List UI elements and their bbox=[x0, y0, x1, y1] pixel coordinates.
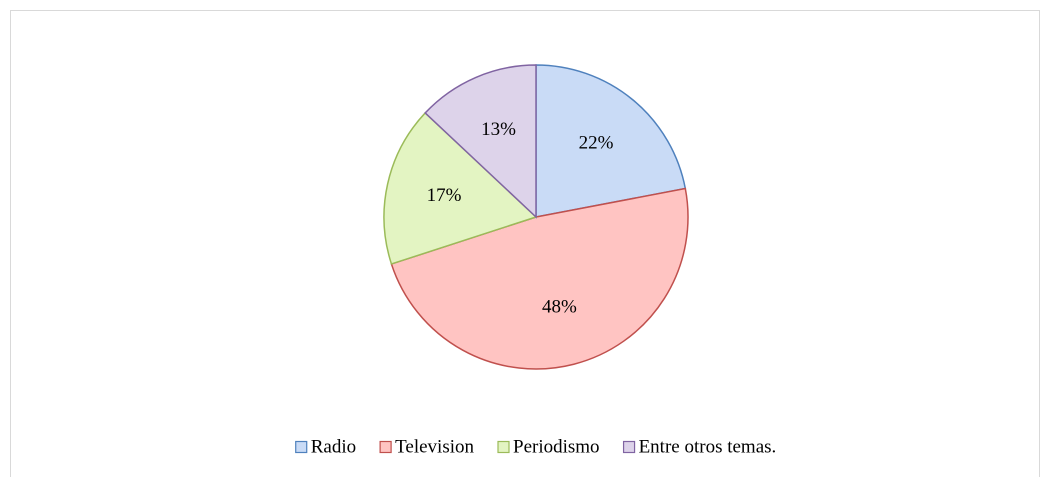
pie-slice bbox=[424, 64, 537, 219]
data-label: 13% bbox=[481, 119, 516, 140]
legend-swatch bbox=[295, 440, 308, 454]
data-label: 17% bbox=[427, 185, 462, 206]
pie-slice bbox=[535, 64, 687, 218]
legend-swatch bbox=[497, 440, 510, 454]
legend-label: Radio bbox=[311, 436, 356, 457]
legend-label: Television bbox=[395, 436, 474, 457]
data-label: 48% bbox=[542, 297, 577, 318]
legend-swatch bbox=[622, 440, 636, 454]
pie-slice bbox=[390, 187, 689, 370]
legend-label: Periodismo bbox=[513, 436, 600, 457]
pie-slice bbox=[383, 111, 538, 265]
legend-swatch bbox=[379, 440, 392, 454]
data-label: 22% bbox=[579, 133, 614, 154]
legend-label: Entre otros temas. bbox=[639, 436, 777, 457]
